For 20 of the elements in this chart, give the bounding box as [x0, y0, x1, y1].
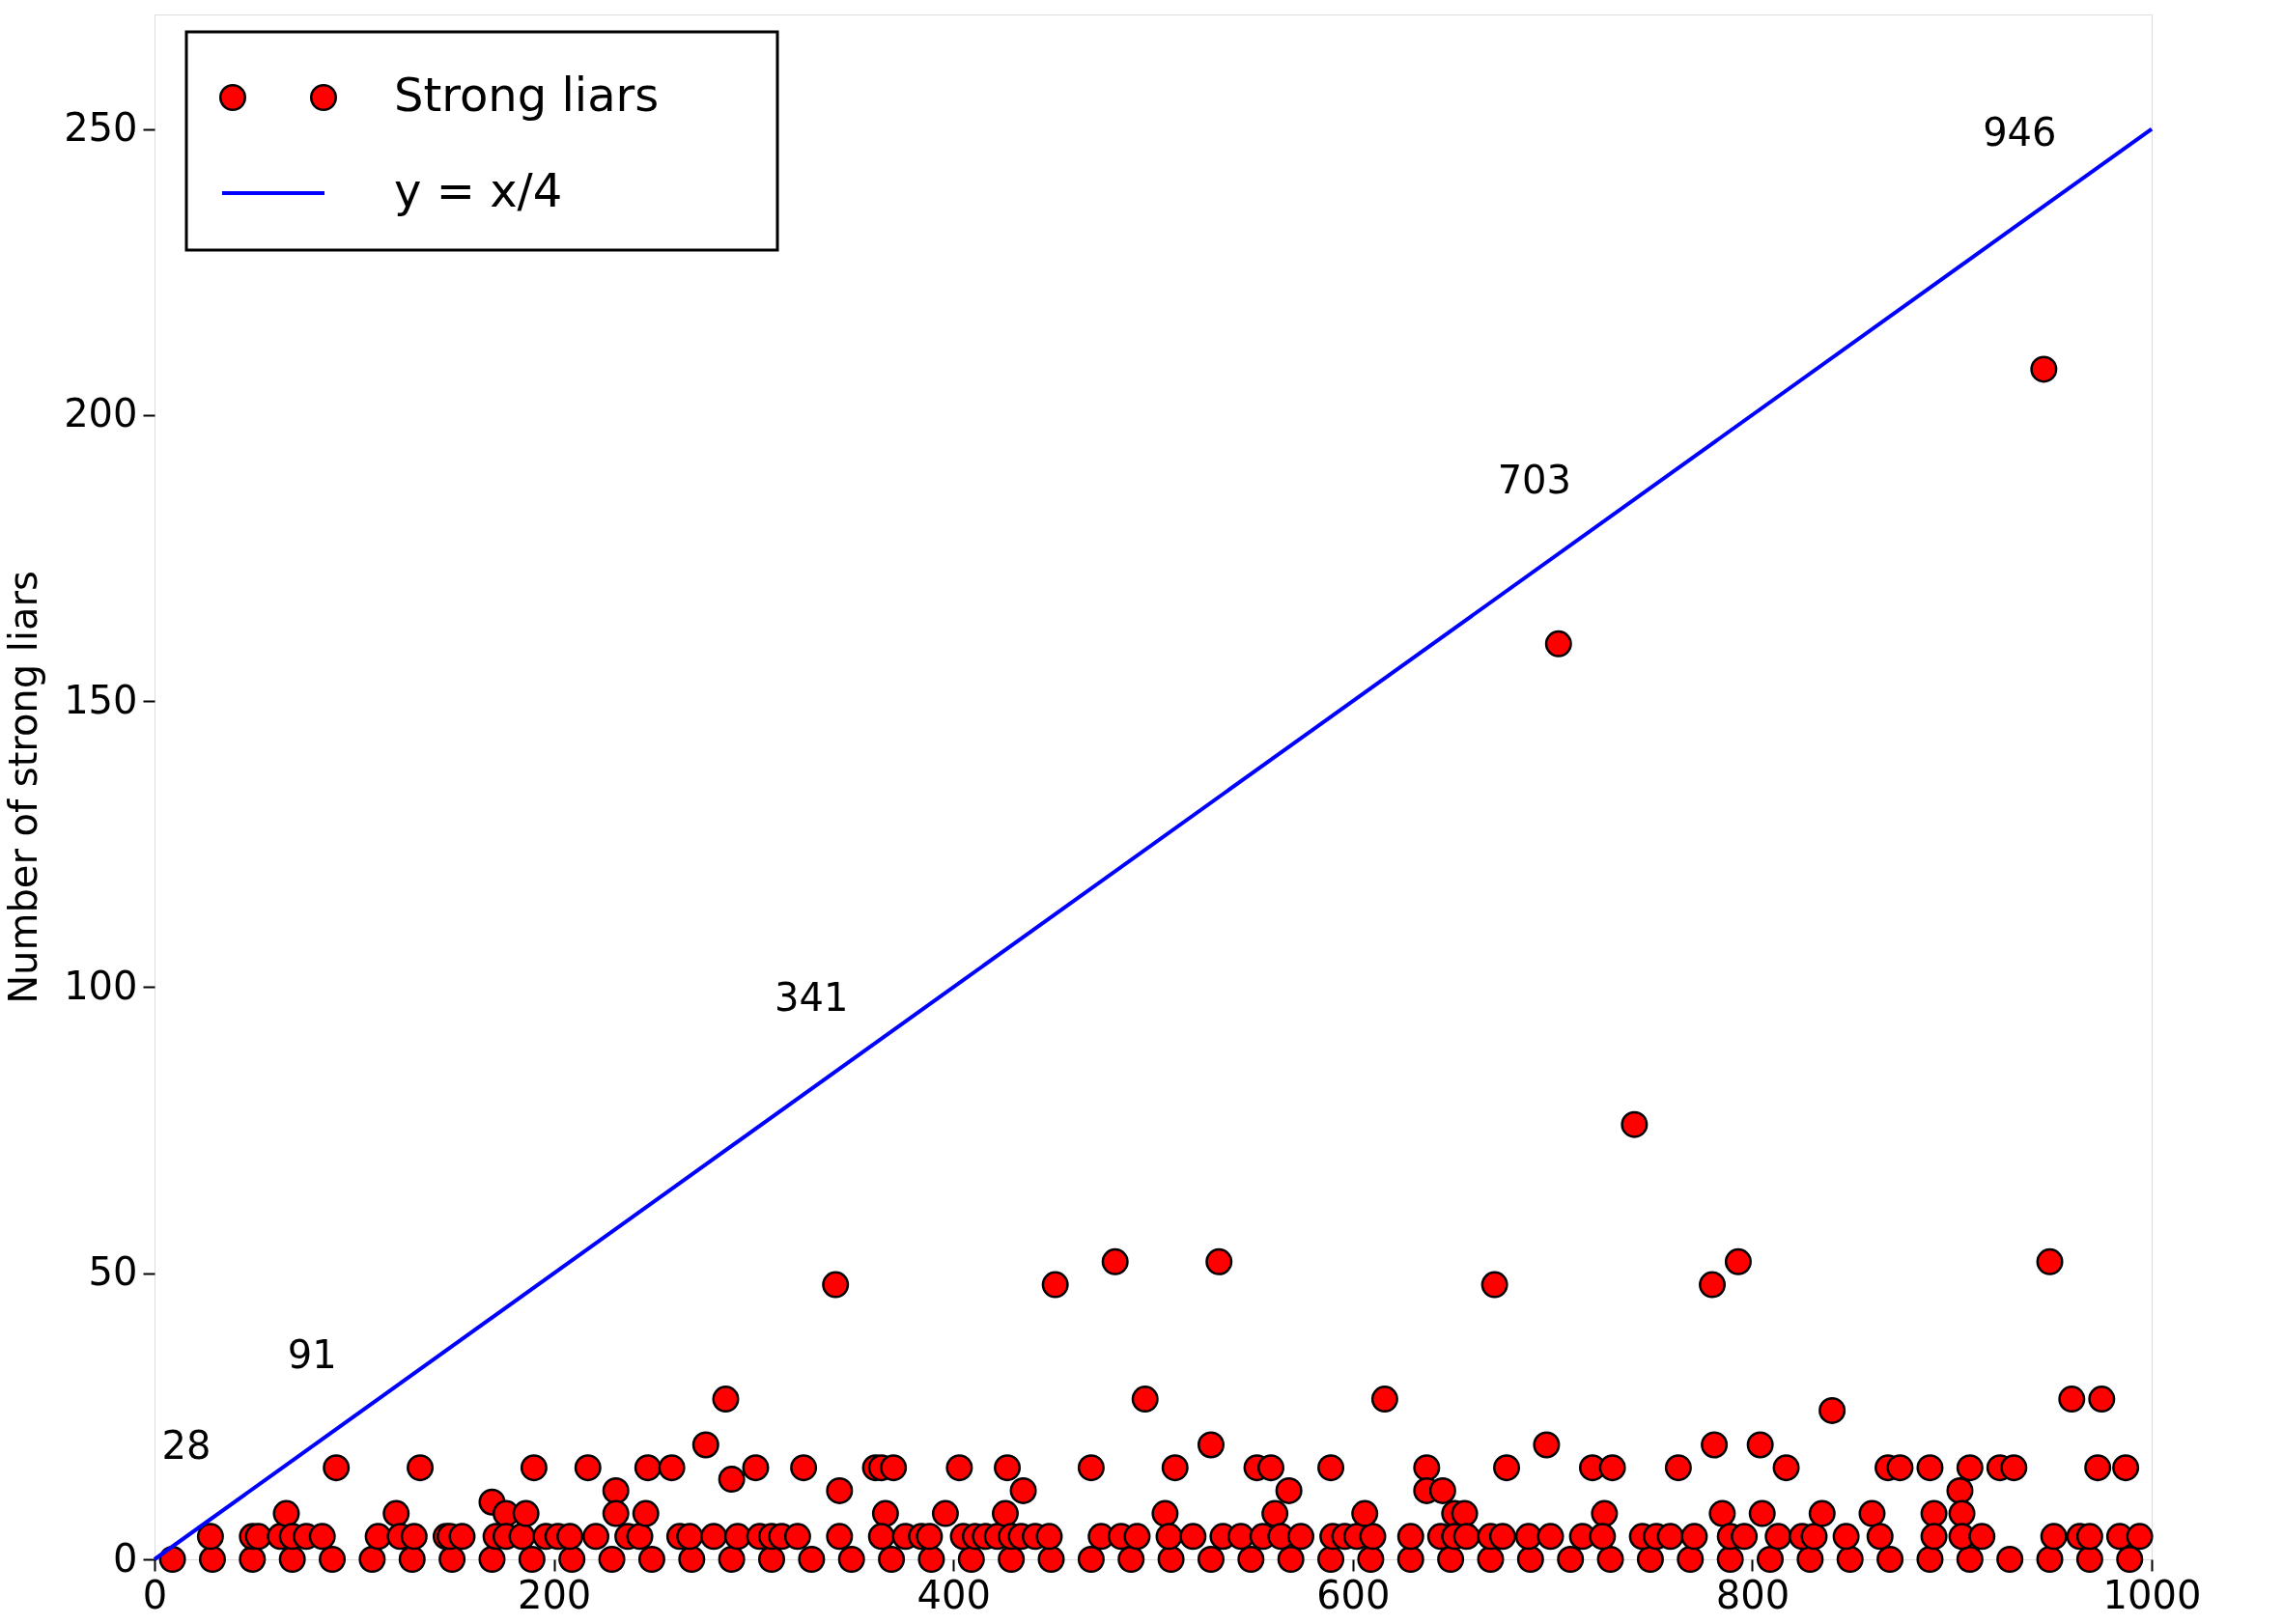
- x-tick-label: 800: [1715, 1572, 1790, 1617]
- y-tick-label: 250: [64, 105, 138, 151]
- legend-label: y = x/4: [394, 163, 563, 217]
- y-tick-label: 0: [113, 1535, 138, 1581]
- annotation: 91: [287, 1332, 337, 1378]
- y-axis-title: Number of strong liars: [1, 571, 46, 1004]
- x-tick-label: 600: [1316, 1572, 1391, 1617]
- y-tick-label: 100: [64, 963, 138, 1008]
- annotation: 946: [1983, 109, 2057, 154]
- y-tick-label: 150: [64, 677, 138, 722]
- annotation: 703: [1497, 457, 1571, 502]
- x-tick-label: 200: [517, 1572, 592, 1617]
- x-tick-label: 400: [916, 1572, 991, 1617]
- annotation: 28: [161, 1422, 211, 1468]
- x-tick-label: 1000: [2102, 1572, 2202, 1617]
- y-tick-label: 50: [88, 1249, 138, 1295]
- y-tick-label: 200: [64, 391, 138, 436]
- x-tick-label: 0: [142, 1572, 168, 1617]
- annotation: 341: [775, 974, 849, 1020]
- legend-label: Strong liars: [394, 68, 660, 122]
